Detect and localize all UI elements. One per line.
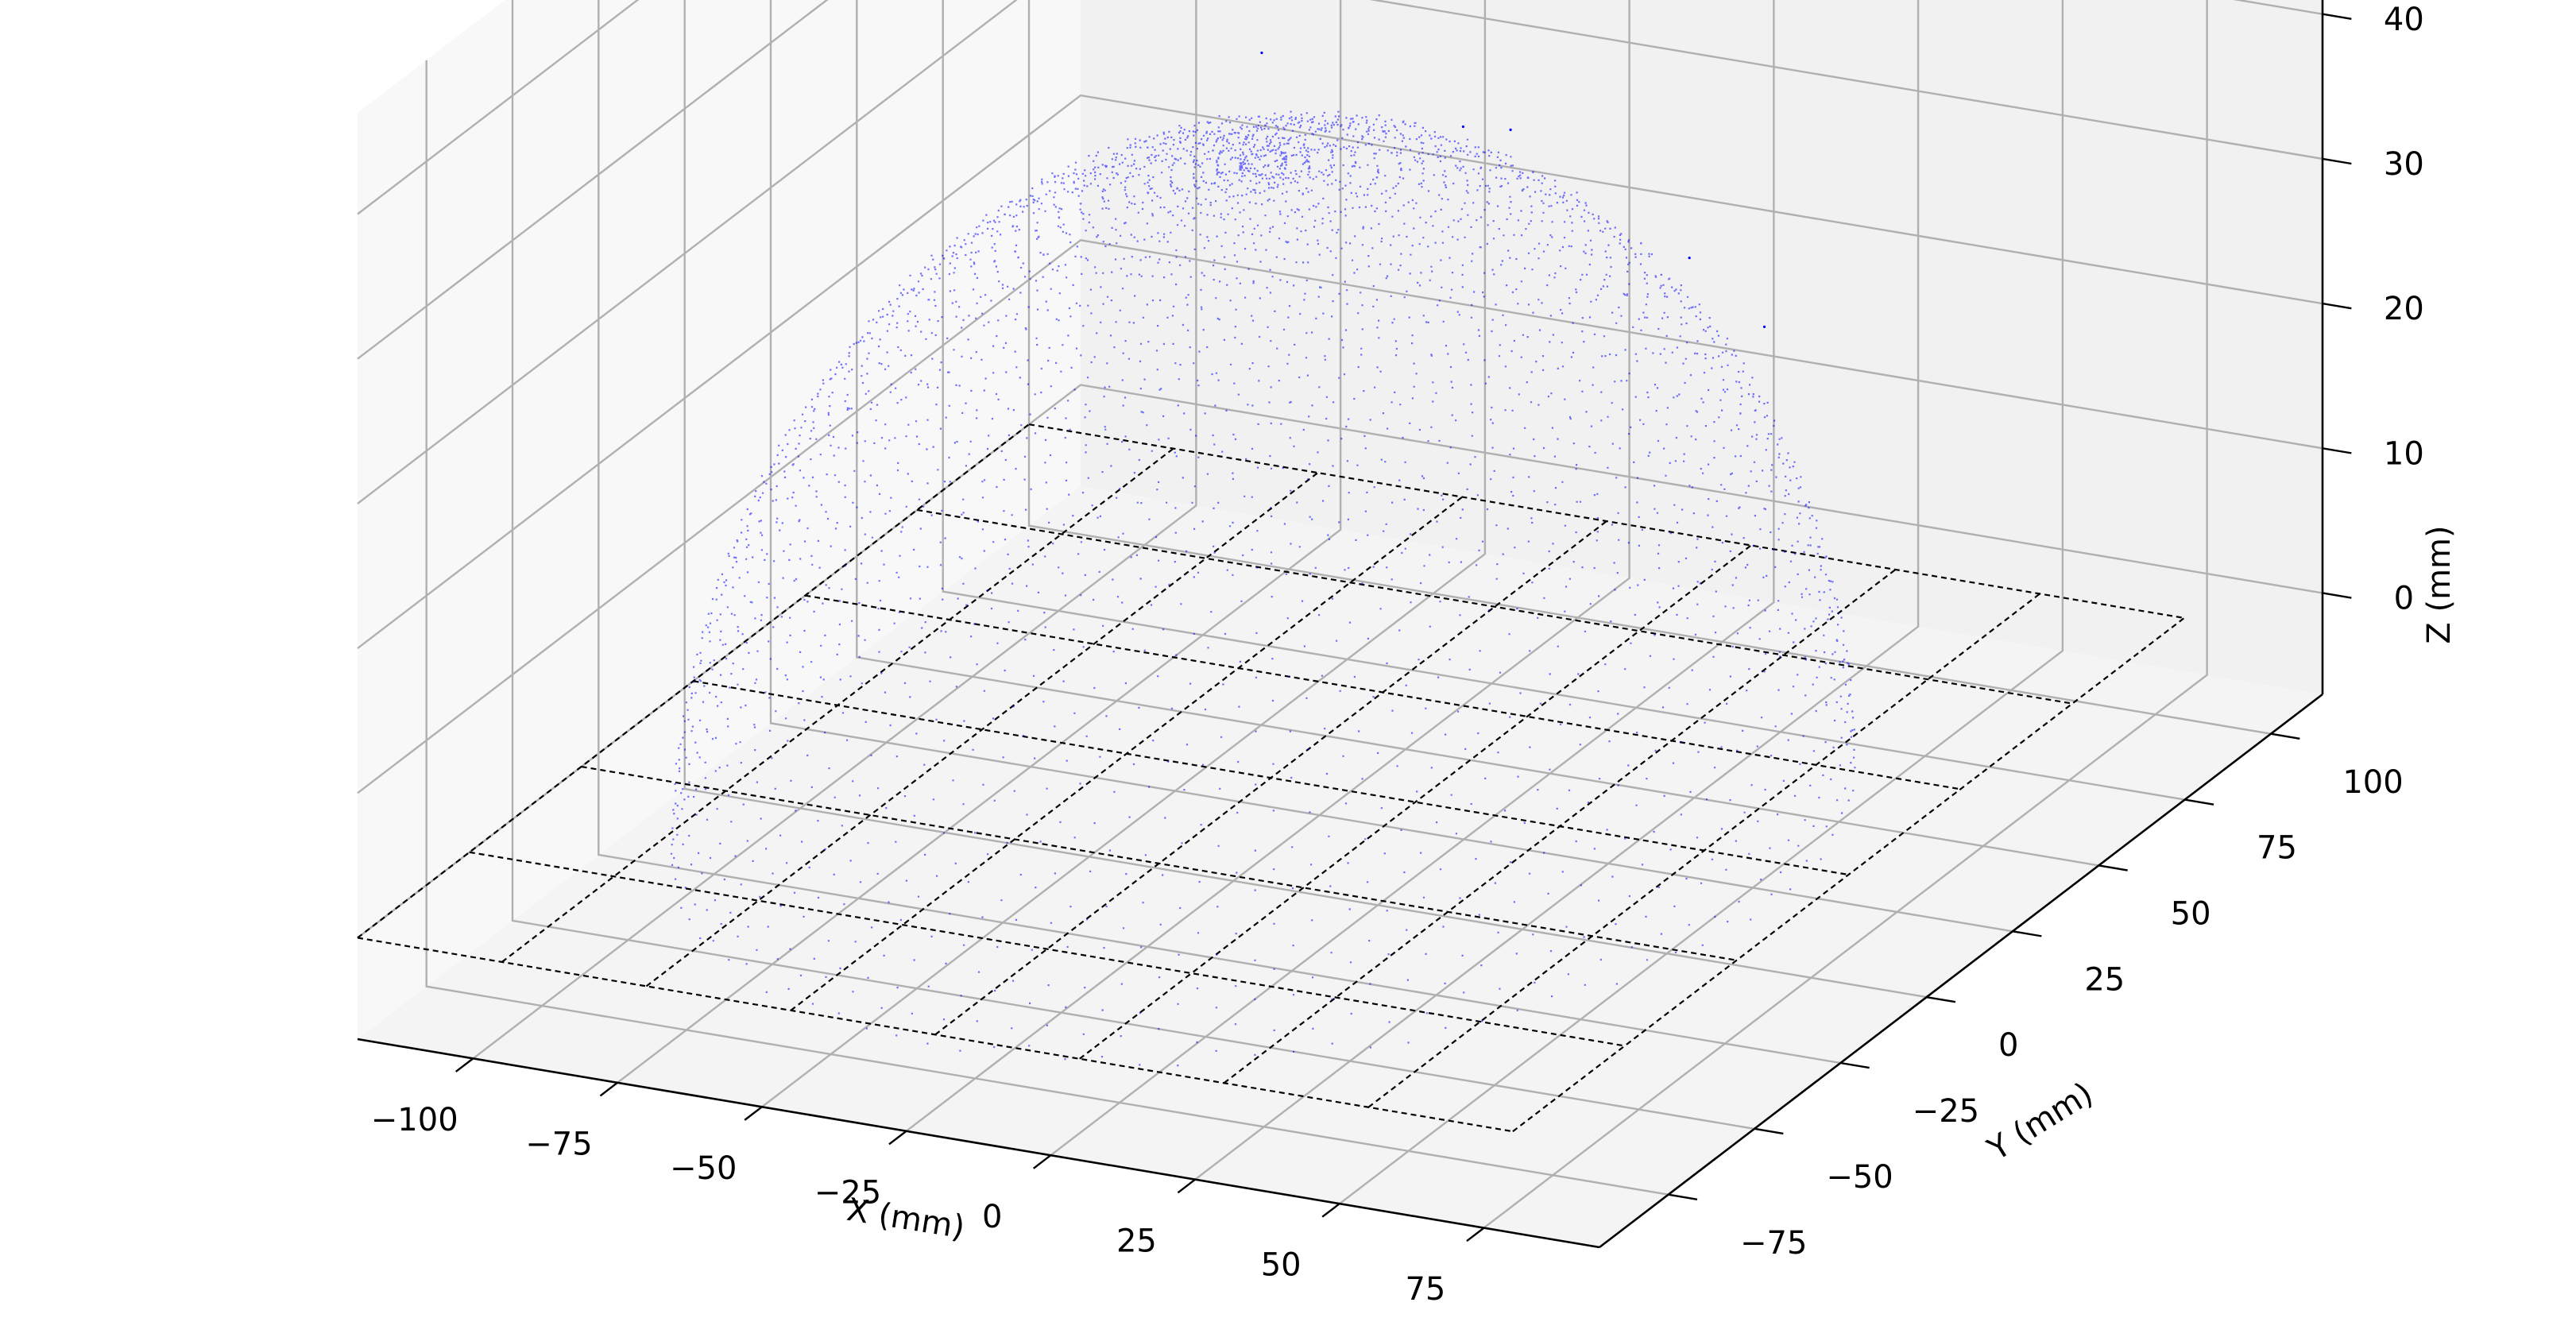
x-tick-mark: [1177, 1178, 1196, 1194]
y-tick-label: 75: [2257, 830, 2297, 867]
point-outlier: [1762, 325, 1766, 328]
z-gridline: [357, 239, 2323, 794]
y-tick-mark: [1754, 1127, 1784, 1135]
z-tick-label: 0: [2394, 581, 2414, 617]
reference-grid-line: [805, 594, 1961, 790]
y-tick-mark: [1668, 1193, 1698, 1200]
reference-grid-line: [916, 508, 2073, 705]
y-tick-label: 25: [2084, 961, 2125, 998]
z-tick-mark: [2322, 592, 2352, 599]
x-tick-label: −25: [814, 1174, 881, 1211]
y-tick-label: −25: [1913, 1093, 1979, 1130]
axis-lines: [357, 0, 2324, 1249]
y-tick-mark: [2184, 798, 2214, 806]
x-tick-label: 75: [1405, 1271, 1445, 1308]
y-gridline: [425, 60, 1669, 1196]
y-tick-mark: [2012, 930, 2042, 937]
x-tick-mark: [888, 1130, 907, 1146]
x-tick-label: 50: [1261, 1247, 1302, 1284]
y-tick-label: −50: [1826, 1159, 1893, 1196]
point-cloud-surface: [670, 110, 1856, 1067]
y-axis-label: Y (mm): [1981, 1076, 2099, 1169]
x-tick-label: −50: [670, 1150, 737, 1187]
axis-ticks: −100 −75 −50 −25 0 25 50 75 −75 −50 −25 0 25 50 75 100 0…: [371, 2, 2424, 1308]
y-axis-line: [1599, 693, 2323, 1249]
x-tick-mark: [1466, 1227, 1485, 1242]
z-gridline: [357, 0, 640, 215]
y-gridline: [942, 0, 2185, 801]
y-gridline: [598, 0, 1841, 1065]
x-tick-label: 0: [982, 1199, 1002, 1235]
x-tick-mark: [599, 1081, 618, 1097]
reference-grid-line: [645, 472, 1319, 987]
reference-grid-line: [693, 680, 1849, 876]
z-gridline: [357, 94, 2323, 650]
x-axis-label: X (mm): [845, 1192, 968, 1246]
z-tick-mark: [2322, 302, 2352, 310]
x-tick-label: −100: [371, 1102, 458, 1138]
z-tick-mark: [2322, 447, 2352, 454]
x-tick-mark: [1321, 1203, 1340, 1218]
y-gridline: [1027, 0, 2272, 735]
z-tick-label: 20: [2384, 291, 2424, 327]
z-tick-label: 30: [2384, 146, 2424, 183]
point-cloud: [670, 51, 1856, 1067]
reference-grid-line: [1079, 544, 1752, 1060]
y-tick-mark: [2270, 732, 2300, 740]
back-pane: [1081, 0, 2323, 694]
y-gridline: [769, 0, 2013, 933]
reference-grid-line: [357, 937, 1514, 1133]
z-tick-label: 10: [2384, 435, 2424, 472]
x-tick-label: −75: [525, 1126, 592, 1162]
y-tick-mark: [2098, 864, 2128, 871]
point-outlier: [1260, 51, 1263, 55]
x-tick-label: 25: [1116, 1223, 1157, 1259]
point-outlier: [1461, 125, 1465, 129]
y-tick-label: 50: [2171, 896, 2211, 933]
point-outlier: [1509, 128, 1512, 131]
x-tick-mark: [454, 1057, 474, 1072]
reference-grid-line: [1028, 423, 2185, 619]
y-tick-label: 0: [1998, 1027, 2018, 1064]
x-axis-line: [357, 1038, 1600, 1249]
z-axis-label: Z (mm): [2421, 525, 2458, 643]
z-tick-label: 40: [2384, 2, 2424, 38]
x-tick-mark: [744, 1106, 763, 1121]
y-tick-label: 100: [2342, 764, 2403, 801]
y-gridline: [511, 0, 1755, 1130]
y-tick-mark: [1926, 995, 1956, 1003]
z-gridline: [357, 0, 2323, 504]
reference-grid-line: [581, 765, 1737, 961]
y-gridline: [683, 0, 1927, 999]
z-tick-mark: [2322, 157, 2352, 165]
reference-grid-line: [1512, 617, 2185, 1133]
z-gridline: [357, 0, 2323, 360]
z-tick-mark: [2322, 13, 2352, 20]
point-outlier: [1688, 257, 1691, 260]
y-tick-label: −75: [1740, 1225, 1807, 1262]
reference-grid-line: [469, 851, 1625, 1047]
y-gridline: [856, 0, 2099, 867]
axis-gridlines: [357, 0, 2323, 1229]
left-pane: [358, 0, 1081, 1039]
y-tick-mark: [1840, 1061, 1870, 1069]
z-gridline: [357, 384, 2323, 939]
x-tick-mark: [1032, 1154, 1052, 1169]
